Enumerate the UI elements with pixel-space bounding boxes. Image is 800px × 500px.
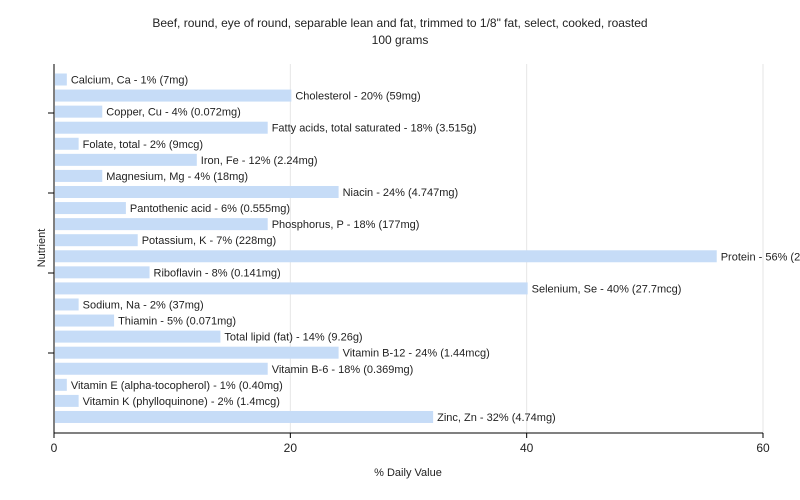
bar-label: Magnesium, Mg - 4% (18mg) — [106, 171, 248, 183]
bar-label: Thiamin - 5% (0.071mg) — [118, 316, 236, 328]
bar-label: Phosphorus, P - 18% (177mg) — [272, 219, 420, 231]
bar-label: Zinc, Zn - 32% (4.74mg) — [437, 412, 556, 424]
bar-label: Vitamin B-12 - 24% (1.44mcg) — [343, 348, 490, 360]
bar — [55, 250, 717, 263]
x-tick-label: 60 — [756, 441, 770, 455]
bar — [55, 185, 339, 198]
bar-label: Vitamin B-6 - 18% (0.369mg) — [272, 364, 414, 376]
x-axis-label: % Daily Value — [374, 467, 442, 479]
bar — [55, 282, 528, 295]
bar — [55, 410, 434, 423]
bar-label: Pantothenic acid - 6% (0.555mg) — [130, 203, 290, 215]
bar-label: Niacin - 24% (4.747mg) — [343, 187, 459, 199]
bar-label: Selenium, Se - 40% (27.7mcg) — [532, 283, 682, 295]
y-axis-label: Nutrient — [36, 229, 48, 268]
bar — [55, 266, 150, 279]
chart-subtitle: 100 grams — [372, 33, 429, 47]
grid-lines — [289, 64, 764, 433]
bar — [55, 202, 126, 215]
bar — [55, 153, 197, 166]
bar-label: Calcium, Ca - 1% (7mg) — [71, 75, 188, 87]
bars: Calcium, Ca - 1% (7mg) Cholesterol - 20% … — [55, 73, 800, 424]
bar — [55, 330, 221, 343]
axes: 0 20 40 60 — [48, 64, 770, 455]
bar-label: Folate, total - 2% (9mcg) — [83, 139, 203, 151]
bar — [55, 346, 339, 359]
bar — [55, 73, 67, 86]
chart-title: Beef, round, eye of round, separable lea… — [152, 16, 647, 30]
bar — [55, 234, 138, 247]
x-tick-label: 20 — [284, 441, 298, 455]
bar-label: Vitamin E (alpha-tocopherol) - 1% (0.40m… — [71, 380, 283, 392]
bar-label: Vitamin K (phylloquinone) - 2% (1.4mcg) — [83, 396, 280, 408]
bar-label: Iron, Fe - 12% (2.24mg) — [201, 155, 318, 167]
bar — [55, 314, 115, 327]
bar-label: Riboflavin - 8% (0.141mg) — [154, 267, 281, 279]
x-tick-label: 40 — [520, 441, 534, 455]
bar-label: Copper, Cu - 4% (0.072mg) — [106, 107, 241, 119]
bar — [55, 394, 79, 407]
bar — [55, 362, 268, 375]
bar — [55, 137, 79, 150]
bar — [55, 378, 67, 391]
bar — [55, 169, 103, 182]
bar — [55, 105, 103, 118]
bar-label: Protein - 56% (28.13g) — [721, 251, 800, 263]
bar-label: Cholesterol - 20% (59mg) — [295, 91, 420, 103]
bar — [55, 121, 268, 134]
bar-label: Potassium, K - 7% (228mg) — [142, 235, 277, 247]
bar — [55, 298, 79, 311]
x-tick-label: 0 — [51, 441, 58, 455]
bar-label: Sodium, Na - 2% (37mg) — [83, 299, 204, 311]
bar-label: Total lipid (fat) - 14% (9.26g) — [224, 332, 362, 344]
bar-label: Fatty acids, total saturated - 18% (3.51… — [272, 123, 477, 135]
bar — [55, 218, 268, 231]
bar — [55, 89, 292, 102]
